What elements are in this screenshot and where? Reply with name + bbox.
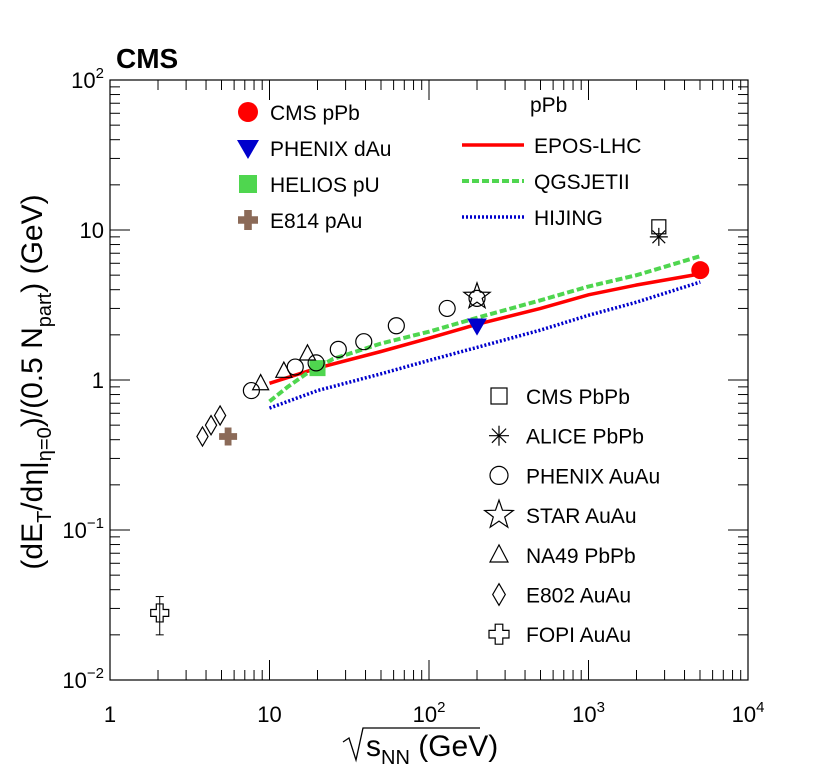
point-phenix-auau (286, 358, 304, 376)
y-tick-label: 10−1 (62, 515, 104, 543)
plot-border (109, 79, 749, 681)
curve-hijing (268, 280, 701, 410)
curve-epos-lhc (268, 272, 701, 385)
y-tick-label: 1 (92, 368, 104, 393)
legend: CMS pPb PHENIX dAu HELIOS pU E814 pAu pPb EPO… (237, 94, 660, 647)
legend-label-phenix-dau: PHENIX dAu (270, 138, 391, 161)
legend-marker-star-auau (482, 498, 516, 529)
point-phenix-auau (242, 381, 260, 400)
legend-label-cms-pbpb: CMS PbPb (526, 386, 630, 409)
legend-label-e814-pau: E814 pAu (270, 210, 362, 233)
point-star-auau (462, 280, 492, 310)
x-tick-label: 104 (732, 699, 765, 727)
legend-label-qgsjetii: QGSJETII (534, 171, 630, 194)
point-phenix-auau (355, 333, 373, 351)
x-tick-label: 103 (572, 699, 605, 727)
x-tick-label: 10 (257, 702, 281, 727)
point-na49-pbpb (274, 360, 293, 378)
point-e802-auau (204, 414, 218, 436)
legend-marker-cms-pbpb (490, 387, 508, 405)
legend-label-na49-pbpb: NA49 PbPb (526, 545, 636, 568)
x-tick-label: 1 (104, 702, 116, 727)
point-phenix-auau (329, 340, 347, 358)
model-curves (268, 254, 701, 410)
point-fopi-auau (150, 603, 170, 623)
data-points (150, 219, 710, 636)
legend-marker-phenix-auau (489, 465, 509, 485)
point-phenix-auau (438, 299, 456, 318)
point-e814-pau (219, 427, 238, 446)
point-helios-pu (309, 360, 326, 377)
x-axis-title: sNN (GeV) (342, 727, 498, 769)
point-phenix-dau (467, 318, 487, 336)
y-tick-label: 10−2 (62, 665, 104, 693)
y-axis-title: (dET/dη|η=0)/(0.5 Npart) (GeV) (16, 194, 56, 569)
sqrt-sign (342, 727, 480, 763)
legend-label-helios-pu: HELIOS pU (270, 174, 380, 197)
legend-marker-e802-auau (492, 582, 506, 607)
legend-marker-phenix-dau (237, 140, 259, 159)
legend-label-fopi-auau: FOPI AuAu (526, 624, 631, 647)
y-tick-label: 10 (80, 218, 104, 243)
legend-label-alice-pbpb: ALICE PbPb (526, 426, 644, 449)
point-na49-pbpb (298, 343, 317, 361)
legend-label-star-auau: STAR AuAu (526, 505, 637, 528)
x-tick-label: 102 (413, 699, 446, 727)
point-phenix-auau (307, 354, 325, 372)
legend-label-hijing: HIJING (534, 207, 603, 230)
legend-label-e802-auau: E802 AuAu (526, 585, 631, 608)
axis-ticks: 1 10 102 103 104 10−2 10−1 1 10 102 (62, 65, 764, 727)
legend-marker-na49-pbpb (489, 543, 509, 563)
axis-titles: CMS sNN (GeV) (dET/dη|η=0)/(0.5 Npart) (Ge… (16, 43, 498, 769)
legend-marker-helios-pu (239, 175, 257, 193)
point-phenix-auau (468, 289, 486, 307)
legend-label-cms-ppb: CMS pPb (270, 102, 360, 125)
legend-label-phenix-auau: PHENIX AuAu (526, 465, 660, 488)
point-na49-pbpb (251, 373, 270, 391)
legend-marker-fopi-auau (488, 623, 510, 645)
legend-marker-e814-pau (238, 210, 258, 230)
legend-label-epos-lhc: EPOS-LHC (534, 135, 641, 158)
x-axis-title-text: sNN (GeV) (366, 730, 498, 769)
legend-marker-alice-pbpb (489, 425, 509, 446)
point-alice-pbpb (649, 227, 668, 246)
point-e802-auau (196, 425, 209, 448)
point-phenix-auau (387, 317, 405, 335)
point-e802-auau (213, 404, 227, 427)
plot-frame (109, 79, 749, 681)
model-legend-header: pPb (530, 94, 567, 117)
point-cms-ppb (691, 261, 710, 280)
y-tick-label: 102 (71, 65, 104, 93)
curve-qgsjetii (268, 254, 701, 403)
experiment-label: CMS (116, 43, 178, 74)
legend-marker-cms-ppb (238, 102, 258, 122)
